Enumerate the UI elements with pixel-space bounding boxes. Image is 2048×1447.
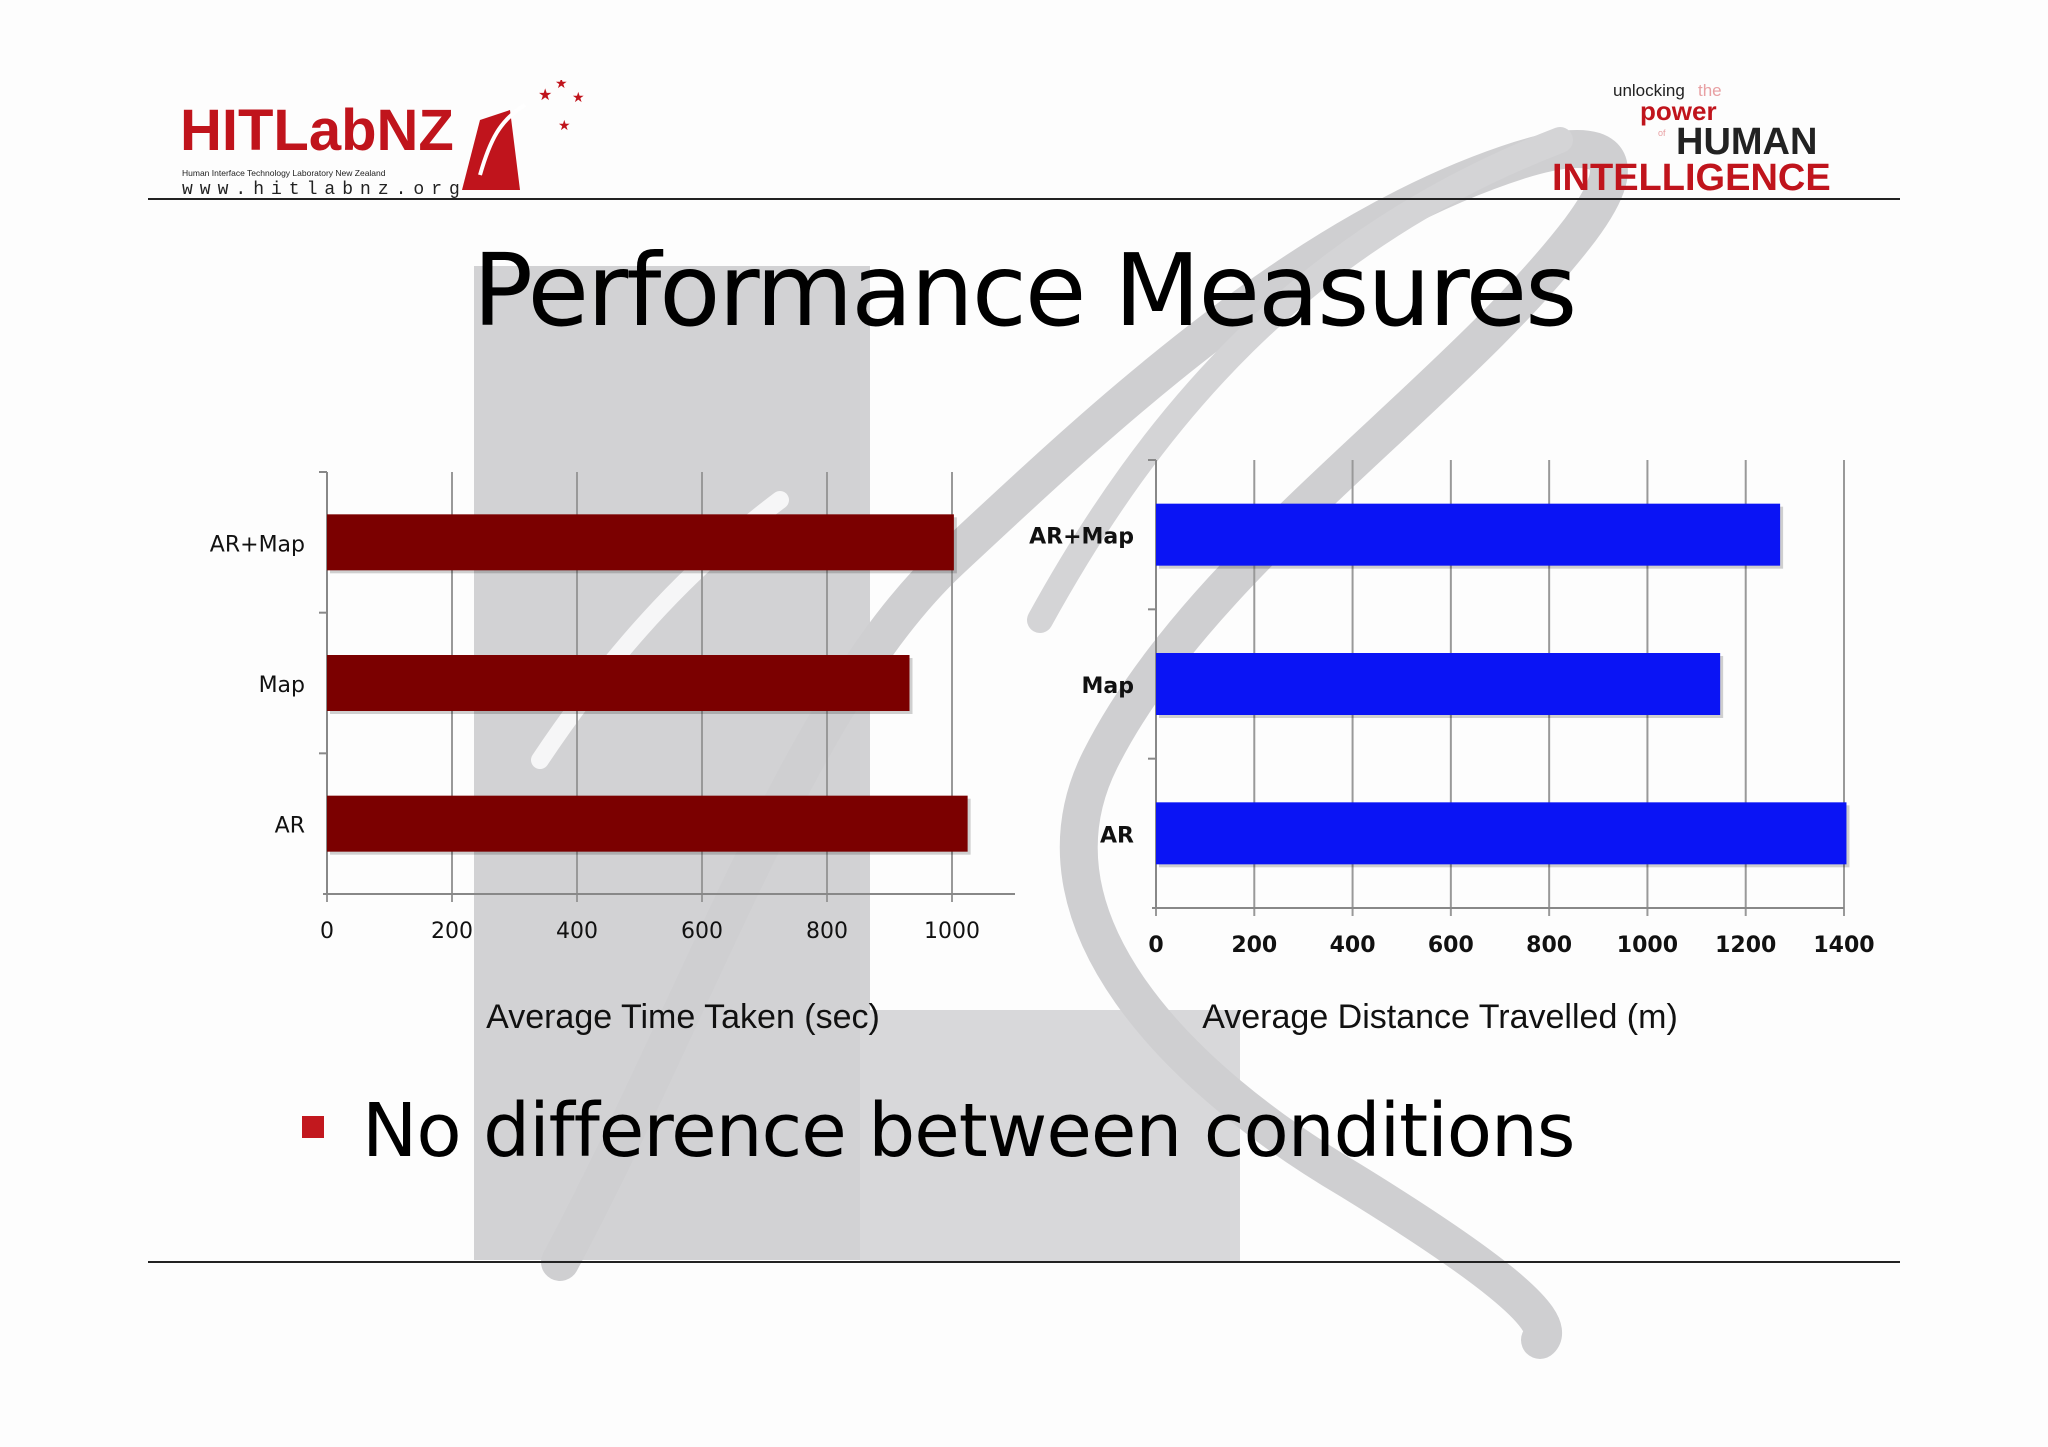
logo-the: the xyxy=(1698,81,1722,100)
svg-text:★: ★ xyxy=(558,118,571,134)
tick-label: 1400 xyxy=(1813,933,1874,958)
unlocking-power-logo: unlocking the power of HUMAN INTELLIGENC… xyxy=(1540,78,1900,199)
slide-title: Performance Measures xyxy=(472,232,1578,349)
svg-text:★: ★ xyxy=(538,85,552,104)
logo-of: of xyxy=(1658,128,1666,138)
bar-ar xyxy=(327,795,968,852)
category-label: Map xyxy=(259,673,305,698)
logo-subtitle: Human Interface Technology Laboratory Ne… xyxy=(182,168,386,178)
tick-label: 0 xyxy=(320,919,334,944)
hitlabnz-logo: HITLabNZ Human Interface Technology Labo… xyxy=(180,76,600,200)
time-chart: 0 200 400 600 800 1000 AR+Map Map AR Average Time… xyxy=(210,471,1015,1036)
category-label: AR xyxy=(275,814,305,839)
bar-ar-map xyxy=(1156,503,1781,566)
tick-label: 800 xyxy=(806,919,848,944)
bullet-marker xyxy=(302,1116,324,1138)
logo-power: power xyxy=(1640,96,1717,126)
tick-label: 200 xyxy=(1231,933,1277,958)
tick-label: 1000 xyxy=(1617,933,1678,958)
bar-ar-map xyxy=(327,514,954,571)
logo-unlocking: unlocking xyxy=(1613,81,1685,100)
bar-map xyxy=(1156,653,1721,715)
footer-rule xyxy=(148,1261,1900,1263)
bullet-text: No difference between conditions xyxy=(362,1088,1575,1174)
category-label: AR+Map xyxy=(1029,525,1134,550)
header-rule xyxy=(148,198,1900,200)
x-axis-title: Average Time Taken (sec) xyxy=(486,998,880,1036)
tick-label: 600 xyxy=(1428,933,1474,958)
logo-human: HUMAN xyxy=(1676,121,1817,163)
tick-label: 200 xyxy=(431,919,473,944)
svg-text:★: ★ xyxy=(572,90,585,106)
tick-label: 600 xyxy=(681,919,723,944)
category-label: Map xyxy=(1082,674,1135,699)
bar-map xyxy=(327,655,910,711)
category-label: AR xyxy=(1100,823,1134,848)
svg-text:★: ★ xyxy=(555,80,568,92)
x-axis-title: Average Distance Travelled (m) xyxy=(1202,998,1678,1036)
bar-ar xyxy=(1156,802,1847,865)
category-label: AR+Map xyxy=(210,532,305,557)
tick-label: 400 xyxy=(556,919,598,944)
logo-brand: HITLabNZ xyxy=(180,98,454,163)
tick-label: 1200 xyxy=(1715,933,1776,958)
logo-url: www.hitlabnz.org xyxy=(182,180,467,200)
distance-chart: 0 200 400 600 800 1000 1200 1400 AR+Map Map AR Aver… xyxy=(1029,459,1875,1036)
tick-label: 0 xyxy=(1148,933,1163,958)
tick-label: 800 xyxy=(1526,933,1572,958)
tick-label: 1000 xyxy=(924,919,980,944)
logo-intelligence: INTELLIGENCE xyxy=(1552,157,1831,198)
tick-label: 400 xyxy=(1330,933,1376,958)
